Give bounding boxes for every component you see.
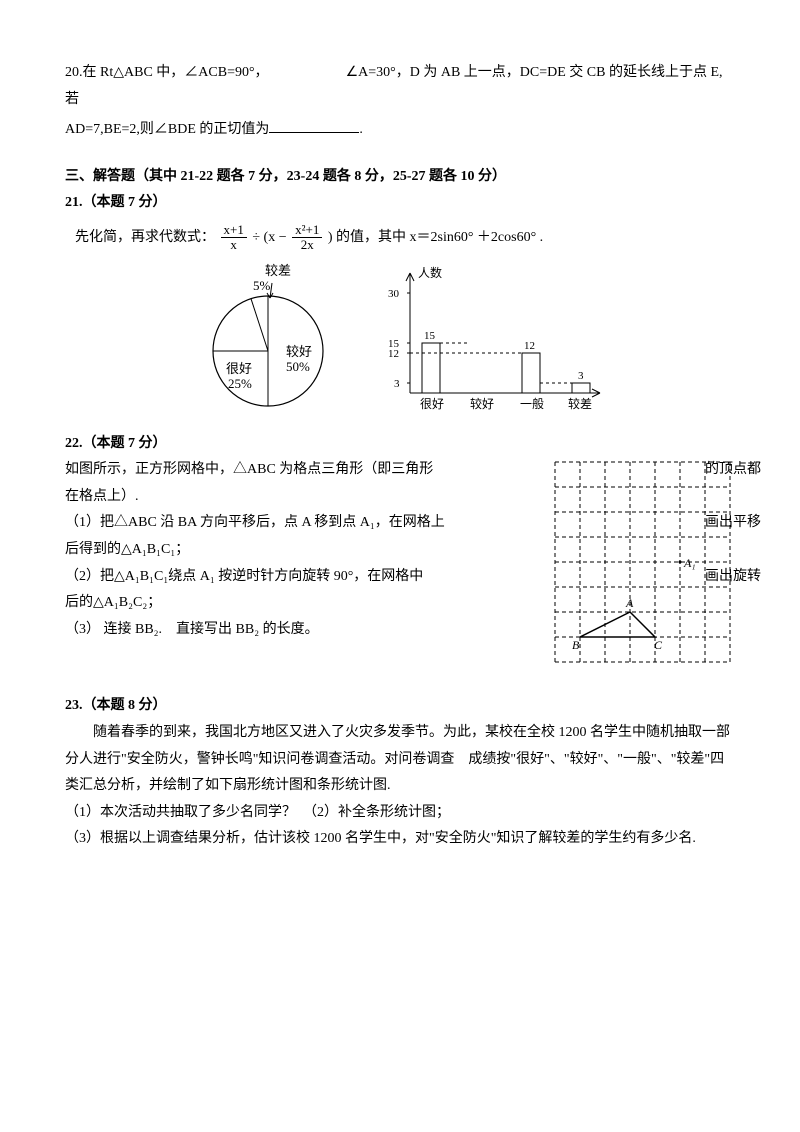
bar-val-2: 12 — [524, 340, 535, 352]
pie-pct-left: 25% — [228, 376, 252, 391]
q22-l1: 如图所示，正方形网格中，△ABC 为格点三角形（即三角形 — [65, 462, 433, 477]
q20-text-a: 20.在 Rt△ABC 中，∠ACB=90°， — [65, 65, 269, 80]
ytick-12: 12 — [388, 348, 399, 360]
q23-p3: （3）根据以上调查结果分析，估计该校 1200 名学生中，对"安全防火"知识了解… — [65, 826, 735, 853]
bar-val-3: 3 — [578, 370, 584, 382]
q20-period: . — [359, 122, 363, 137]
q22-l5: （2）把 — [65, 569, 114, 584]
bar-cat-2: 一般 — [520, 396, 544, 411]
q20-text-d: 的正切值为 — [196, 122, 270, 137]
triangle-a1b2c2: △A₁B₂C₂ — [93, 595, 147, 610]
ytick-30: 30 — [388, 288, 400, 300]
label-a1: A₁ — [683, 556, 696, 570]
bar-ylabel: 人数 — [418, 265, 442, 280]
ytick-3: 3 — [394, 378, 400, 390]
question-20-line2: AD=7,BE=2,则∠BDE 的正切值为. — [65, 117, 735, 144]
label-c: C — [654, 638, 663, 652]
fraction-2: x²+1 2x — [292, 223, 322, 253]
bar-cat-3: 较差 — [568, 396, 592, 411]
section-3-header: 三、解答题（其中 21-22 题各 7 分，23-24 题各 8 分，25-27… — [65, 164, 735, 191]
bar-chart: 人数 30 15 12 3 15 12 3 很好 较好 一般 较差 — [380, 263, 610, 413]
q20-angle: ∠BDE — [154, 122, 196, 137]
triangle-a1b1c1-b: △A₁B₁C₁ — [114, 569, 168, 584]
bar-cat-0: 很好 — [420, 397, 444, 411]
q21-header: 21.（本题 7 分） — [65, 190, 735, 217]
label-b: B — [572, 638, 580, 652]
stat-figures: 较好 50% 很好 25% 较差 5% 人数 30 15 12 3 15 12 — [65, 263, 735, 413]
bar-val-0: 15 — [424, 330, 436, 342]
q22-l7: （3） 连接 BB₂. 直接写出 BB₂ 的长度。 — [65, 622, 319, 637]
q23-header: 23.（本题 8 分） — [65, 693, 735, 720]
q23-p1: 随着春季的到来，我国北方地区又进入了火灾多发季节。为此，某校在全校 1200 名… — [65, 720, 735, 800]
q20-text-c: AD=7,BE=2,则 — [65, 122, 154, 137]
q21-text-a: 先化简，再求代数式： — [75, 230, 215, 245]
q22-l5b: 绕点 A₁ 按逆时针方向旋转 90°，在网格中 — [168, 569, 423, 584]
triangle-a1b1c1: △A₁B₁C₁ — [121, 542, 175, 557]
q22-l4: 后得到的 — [65, 542, 121, 557]
q22-body: 如图所示，正方形网格中，△ABC 为格点三角形（即三角形 在格点上）. （1）把… — [65, 457, 735, 643]
grid-figure: B C A A₁ — [550, 457, 735, 667]
pie-label-right: 较好 — [286, 344, 312, 359]
pie-pct-right: 50% — [286, 359, 310, 374]
question-20: 20.在 Rt△ABC 中，∠ACB=90°， ∠A=30°，D 为 AB 上一… — [65, 60, 735, 113]
q22-l3: （1）把△ABC 沿 BA 方向平移后，点 A 移到点 A₁，在网格上 — [65, 515, 445, 530]
q23-p2: （1）本次活动共抽取了多少名同学？ （2）补全条形统计图； — [65, 800, 735, 827]
fraction-1: x+1 x — [221, 223, 247, 253]
q21-body: 先化简，再求代数式： x+1 x ÷ (x − x²+1 2x ) 的值，其中 … — [75, 223, 735, 253]
q21-text-b: ) 的值，其中 x＝2sin60° ＋2cos60° . — [328, 230, 543, 245]
pie-label-top: 较差 — [265, 263, 291, 278]
q22-l6: 后的 — [65, 595, 93, 610]
pie-pct-top: 5% — [253, 278, 271, 293]
bar-cat-1: 较好 — [470, 396, 494, 411]
q22-l2: 在格点上）. — [65, 489, 139, 504]
q21-div: ÷ (x − — [252, 230, 286, 245]
pie-chart: 较好 50% 很好 25% 较差 5% — [190, 263, 350, 413]
pie-label-left: 很好 — [226, 361, 252, 376]
answer-blank[interactable] — [269, 118, 359, 133]
q22-header: 22.（本题 7 分） — [65, 431, 735, 458]
label-a: A — [625, 596, 634, 610]
